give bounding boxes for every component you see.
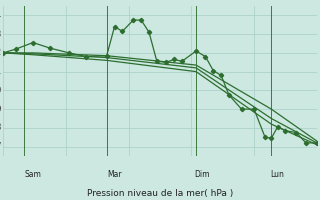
Text: Mar: Mar xyxy=(107,170,122,179)
Text: Pression niveau de la mer( hPa ): Pression niveau de la mer( hPa ) xyxy=(87,189,233,198)
Text: Lun: Lun xyxy=(271,170,284,179)
Text: Sam: Sam xyxy=(25,170,41,179)
Text: Dim: Dim xyxy=(195,170,210,179)
Text: 1014: 1014 xyxy=(0,11,2,20)
Text: 1007: 1007 xyxy=(0,142,2,151)
Text: 1010: 1010 xyxy=(0,86,2,95)
Text: 1011: 1011 xyxy=(0,67,2,76)
Text: 1008: 1008 xyxy=(0,123,2,132)
Text: 1013: 1013 xyxy=(0,30,2,39)
Text: 1012: 1012 xyxy=(0,48,2,57)
Text: 1009: 1009 xyxy=(0,105,2,114)
